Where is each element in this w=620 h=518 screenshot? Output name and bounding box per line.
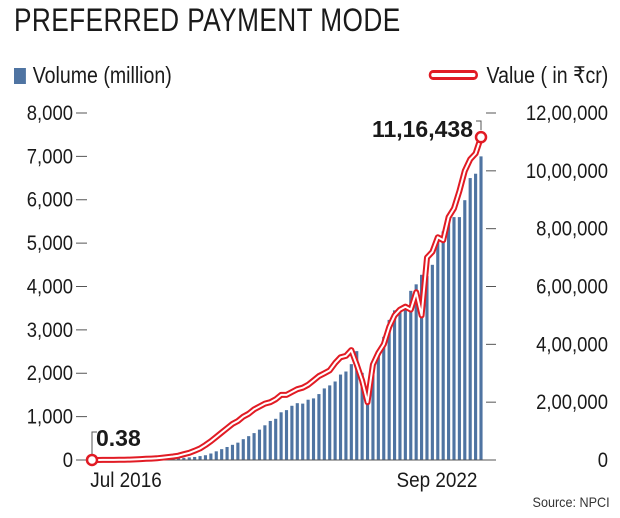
volume-bar (403, 305, 407, 460)
volume-bar (387, 319, 391, 460)
volume-bar (328, 385, 332, 460)
volume-bar (230, 444, 235, 460)
volume-bar (452, 217, 456, 460)
left-axis-tick-label: 4,000 (27, 275, 73, 298)
start-annotation-label: 0.38 (96, 425, 141, 451)
right-axis-tick-label: 8,00,000 (536, 218, 608, 241)
volume-bar (311, 398, 316, 460)
volume-bar (371, 374, 375, 460)
volume-bar (290, 405, 294, 460)
start-annotation-leader (91, 431, 97, 454)
volume-bar (436, 238, 440, 460)
peak-annotation-leader (476, 120, 482, 131)
volume-bar (441, 231, 445, 460)
volume-bar (414, 284, 418, 460)
volume-bar (295, 403, 299, 460)
volume-bar (203, 455, 208, 460)
volume-bar (430, 264, 434, 460)
chart-title: PREFERRED PAYMENT MODE (14, 2, 401, 38)
volume-bar (392, 310, 397, 460)
volume-bar (306, 399, 310, 460)
volume-bar (420, 274, 424, 460)
volume-bar (225, 446, 229, 460)
right-axis-tick-label: 10,00,000 (526, 160, 608, 183)
source-note: Source: NPCI (532, 494, 610, 510)
volume-bar (263, 425, 267, 460)
x-tick-label-start: Jul 2016 (90, 469, 161, 492)
value-start-marker (85, 453, 99, 467)
volume-bar (474, 173, 478, 460)
volume-bar (247, 436, 251, 460)
volume-bar (360, 372, 364, 460)
right-axis-tick-label: 12,00,000 (526, 102, 608, 125)
right-axis-tick-label: 4,00,000 (536, 333, 608, 356)
legend-volume: Volume (million) (14, 62, 172, 89)
volume-bar (236, 442, 240, 460)
right-axis-tick-label: 0 (598, 449, 608, 472)
volume-bar (220, 449, 224, 460)
left-axis-tick-label: 5,000 (27, 232, 73, 255)
left-axis-tick-label: 0 (63, 449, 73, 472)
volume-bar (257, 429, 262, 460)
volume-bar (349, 364, 353, 460)
legend-volume-swatch (14, 68, 26, 84)
volume-bar (355, 351, 359, 460)
right-axis-tick-label: 2,00,000 (536, 391, 608, 414)
volume-bar (301, 403, 305, 460)
legend-volume-label: Volume (million) (32, 62, 172, 88)
volume-bar (187, 457, 191, 460)
left-axis-tick-label: 6,000 (27, 189, 73, 212)
volume-bar (333, 381, 337, 460)
volume-bar (382, 336, 386, 460)
value-end-marker (474, 130, 488, 144)
volume-bar (463, 200, 467, 460)
left-axis-tick-label: 3,000 (27, 319, 73, 342)
volume-bar (468, 178, 472, 460)
volume-bar (398, 309, 402, 460)
volume-bar (322, 388, 326, 460)
left-axis-tick-label: 7,000 (27, 145, 73, 168)
volume-bar (241, 439, 245, 460)
volume-bar (279, 412, 283, 460)
legend-value: Value ( in ₹cr) (428, 62, 608, 89)
peak-annotation-label: 11,16,438 (372, 116, 473, 142)
left-axis-tick-label: 2,000 (27, 362, 73, 385)
legend-value-swatch (428, 70, 478, 80)
volume-bar (252, 433, 256, 460)
volume-bar (317, 394, 321, 460)
value-line-inner (91, 136, 482, 461)
volume-bar (365, 398, 370, 460)
volume-bar (457, 217, 461, 460)
volume-bar (209, 453, 213, 460)
legend-value-label: Value ( in ₹cr) (486, 62, 608, 88)
volume-bar (376, 351, 380, 460)
volume-bar (344, 371, 348, 460)
volume-bar (284, 410, 289, 460)
volume-bar (182, 457, 186, 460)
volume-bar (268, 420, 272, 460)
volume-bar (409, 290, 413, 460)
volume-bar (447, 221, 451, 460)
volume-bar (338, 374, 343, 460)
x-tick-label-end: Sep 2022 (397, 469, 478, 492)
volume-bar (176, 458, 181, 460)
volume-bar (198, 456, 202, 460)
volume-bar (479, 156, 483, 460)
volume-bar (214, 451, 218, 460)
right-axis-tick-label: 6,00,000 (536, 275, 608, 298)
volume-bar (193, 456, 197, 460)
volume-bar (425, 276, 429, 460)
volume-bar (274, 418, 278, 460)
left-axis-tick-label: 8,000 (27, 102, 73, 125)
left-axis-tick-label: 1,000 (27, 406, 73, 429)
